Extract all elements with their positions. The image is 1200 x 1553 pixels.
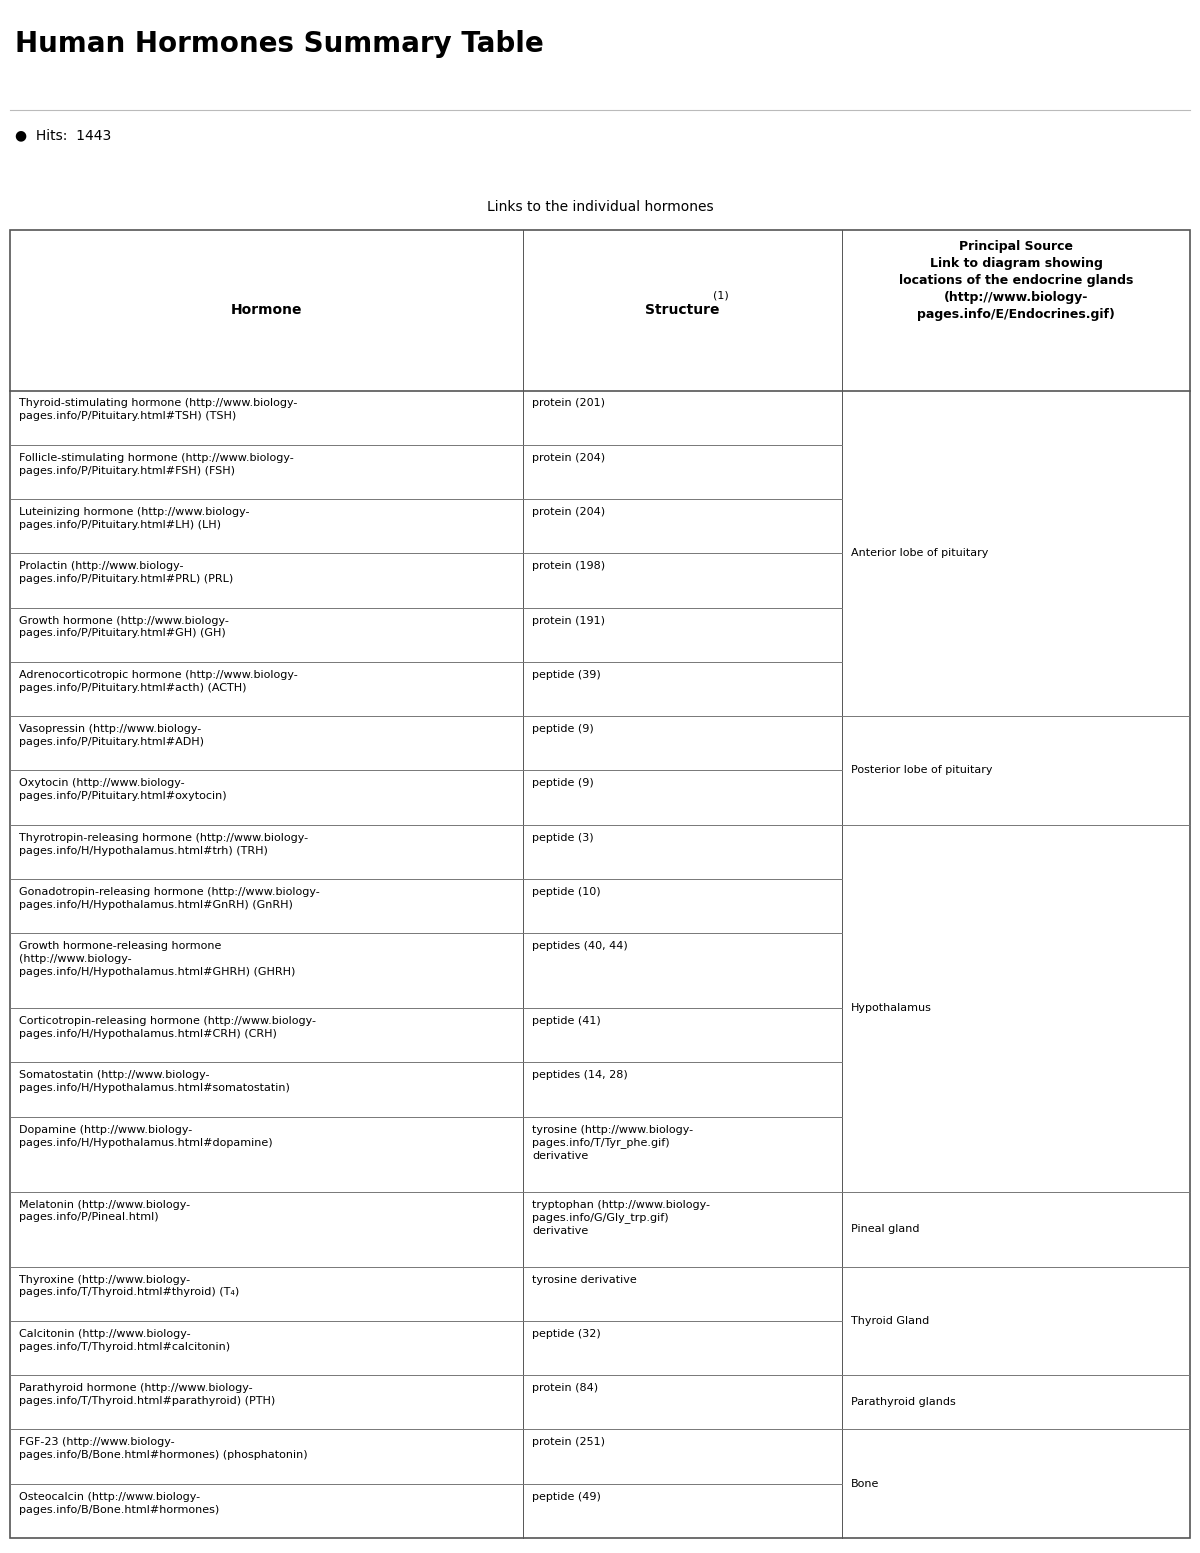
Text: Calcitonin (http://www.biology-
pages.info/T/Thyroid.html#calcitonin): Calcitonin (http://www.biology- pages.in… bbox=[19, 1329, 230, 1351]
Text: peptide (49): peptide (49) bbox=[533, 1492, 601, 1502]
Text: protein (191): protein (191) bbox=[533, 615, 605, 626]
Text: Anterior lobe of pituitary: Anterior lobe of pituitary bbox=[851, 548, 989, 559]
Text: Corticotropin-releasing hormone (http://www.biology-
pages.info/H/Hypothalamus.h: Corticotropin-releasing hormone (http://… bbox=[19, 1016, 316, 1039]
Text: Oxytocin (http://www.biology-
pages.info/P/Pituitary.html#oxytocin): Oxytocin (http://www.biology- pages.info… bbox=[19, 778, 227, 801]
Text: Structure: Structure bbox=[646, 303, 720, 317]
Text: tyrosine derivative: tyrosine derivative bbox=[533, 1275, 637, 1284]
Text: Thyroid Gland: Thyroid Gland bbox=[851, 1315, 929, 1326]
Text: tyrosine (http://www.biology-
pages.info/T/Tyr_phe.gif)
derivative: tyrosine (http://www.biology- pages.info… bbox=[533, 1124, 694, 1162]
Text: Thyroxine (http://www.biology-
pages.info/T/Thyroid.html#thyroid) (T₄): Thyroxine (http://www.biology- pages.inf… bbox=[19, 1275, 239, 1297]
Text: Pineal gland: Pineal gland bbox=[851, 1224, 919, 1235]
Text: Hormone: Hormone bbox=[230, 303, 302, 317]
Text: Parathyroid hormone (http://www.biology-
pages.info/T/Thyroid.html#parathyroid) : Parathyroid hormone (http://www.biology-… bbox=[19, 1384, 275, 1405]
Text: peptide (9): peptide (9) bbox=[533, 724, 594, 735]
Text: protein (204): protein (204) bbox=[533, 453, 606, 463]
Text: Growth hormone (http://www.biology-
pages.info/P/Pituitary.html#GH) (GH): Growth hormone (http://www.biology- page… bbox=[19, 615, 229, 638]
Text: protein (251): protein (251) bbox=[533, 1438, 605, 1447]
Text: Links to the individual hormones: Links to the individual hormones bbox=[487, 200, 713, 214]
Text: peptide (3): peptide (3) bbox=[533, 832, 594, 843]
Text: Osteocalcin (http://www.biology-
pages.info/B/Bone.html#hormones): Osteocalcin (http://www.biology- pages.i… bbox=[19, 1492, 220, 1514]
Text: Bone: Bone bbox=[851, 1478, 880, 1489]
Text: Thyroid-stimulating hormone (http://www.biology-
pages.info/P/Pituitary.html#TSH: Thyroid-stimulating hormone (http://www.… bbox=[19, 399, 298, 421]
Text: Human Hormones Summary Table: Human Hormones Summary Table bbox=[14, 30, 544, 57]
Text: Parathyroid glands: Parathyroid glands bbox=[851, 1398, 955, 1407]
Text: tryptophan (http://www.biology-
pages.info/G/Gly_trp.gif)
derivative: tryptophan (http://www.biology- pages.in… bbox=[533, 1199, 710, 1236]
Text: peptide (39): peptide (39) bbox=[533, 669, 601, 680]
Text: protein (198): protein (198) bbox=[533, 561, 606, 572]
Text: peptides (40, 44): peptides (40, 44) bbox=[533, 941, 628, 952]
Text: Growth hormone-releasing hormone
(http://www.biology-
pages.info/H/Hypothalamus.: Growth hormone-releasing hormone (http:/… bbox=[19, 941, 295, 977]
Text: peptide (41): peptide (41) bbox=[533, 1016, 601, 1027]
Text: peptide (32): peptide (32) bbox=[533, 1329, 601, 1339]
Text: protein (201): protein (201) bbox=[533, 399, 605, 408]
Text: Gonadotropin-releasing hormone (http://www.biology-
pages.info/H/Hypothalamus.ht: Gonadotropin-releasing hormone (http://w… bbox=[19, 887, 319, 910]
Text: Principal Source
Link to diagram showing
locations of the endocrine glands
(http: Principal Source Link to diagram showing… bbox=[899, 241, 1133, 321]
Text: Prolactin (http://www.biology-
pages.info/P/Pituitary.html#PRL) (PRL): Prolactin (http://www.biology- pages.inf… bbox=[19, 561, 233, 584]
Text: Thyrotropin-releasing hormone (http://www.biology-
pages.info/H/Hypothalamus.htm: Thyrotropin-releasing hormone (http://ww… bbox=[19, 832, 308, 856]
Text: peptides (14, 28): peptides (14, 28) bbox=[533, 1070, 628, 1081]
Text: Posterior lobe of pituitary: Posterior lobe of pituitary bbox=[851, 766, 992, 775]
Text: Somatostatin (http://www.biology-
pages.info/H/Hypothalamus.html#somatostatin): Somatostatin (http://www.biology- pages.… bbox=[19, 1070, 290, 1093]
Text: peptide (10): peptide (10) bbox=[533, 887, 601, 898]
Text: FGF-23 (http://www.biology-
pages.info/B/Bone.html#hormones) (phosphatonin): FGF-23 (http://www.biology- pages.info/B… bbox=[19, 1438, 307, 1460]
Bar bbox=[10, 230, 1190, 1537]
Text: Melatonin (http://www.biology-
pages.info/P/Pineal.html): Melatonin (http://www.biology- pages.inf… bbox=[19, 1199, 190, 1222]
Text: Follicle-stimulating hormone (http://www.biology-
pages.info/P/Pituitary.html#FS: Follicle-stimulating hormone (http://www… bbox=[19, 453, 294, 475]
Text: Adrenocorticotropic hormone (http://www.biology-
pages.info/P/Pituitary.html#act: Adrenocorticotropic hormone (http://www.… bbox=[19, 669, 298, 693]
Text: (1): (1) bbox=[713, 290, 728, 300]
Text: protein (204): protein (204) bbox=[533, 508, 606, 517]
Text: ●  Hits:  1443: ● Hits: 1443 bbox=[14, 127, 112, 141]
Text: Luteinizing hormone (http://www.biology-
pages.info/P/Pituitary.html#LH) (LH): Luteinizing hormone (http://www.biology-… bbox=[19, 508, 250, 530]
Text: Hypothalamus: Hypothalamus bbox=[851, 1003, 931, 1013]
Text: peptide (9): peptide (9) bbox=[533, 778, 594, 789]
Text: Vasopressin (http://www.biology-
pages.info/P/Pituitary.html#ADH): Vasopressin (http://www.biology- pages.i… bbox=[19, 724, 204, 747]
Text: Dopamine (http://www.biology-
pages.info/H/Hypothalamus.html#dopamine): Dopamine (http://www.biology- pages.info… bbox=[19, 1124, 272, 1148]
Text: protein (84): protein (84) bbox=[533, 1384, 599, 1393]
